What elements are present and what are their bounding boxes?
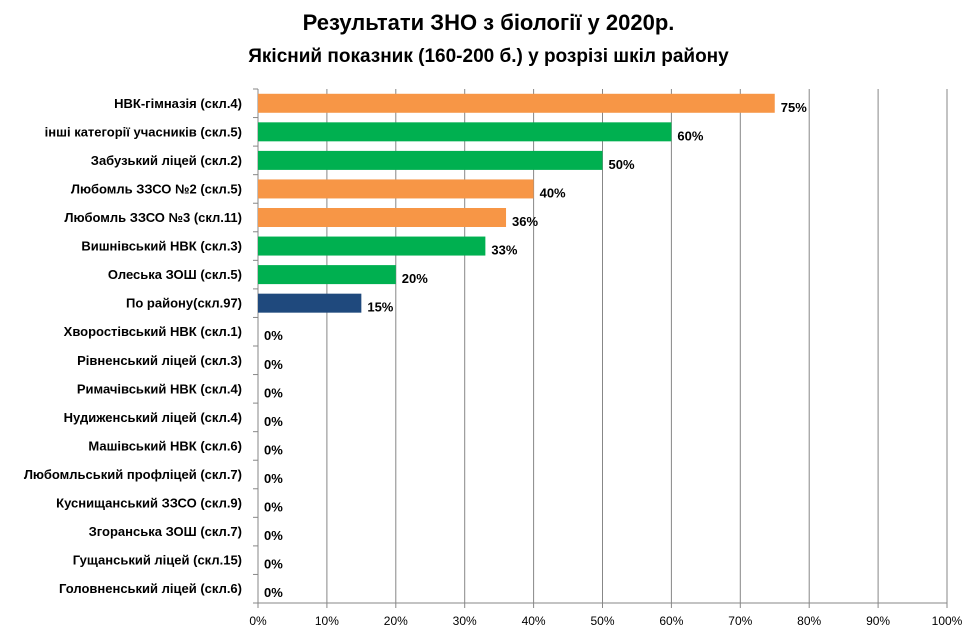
category-label: Куснищанський ЗЗСО (скл.9) xyxy=(56,496,242,511)
x-tick-label: 30% xyxy=(453,614,477,628)
category-label: Вишнівський НВК (скл.3) xyxy=(81,239,242,254)
category-label: Нудиженський ліцей (скл.4) xyxy=(64,410,242,425)
data-label: 0% xyxy=(264,585,283,600)
category-label: Згоранська ЗОШ (скл.7) xyxy=(89,524,242,539)
category-label: Хворостівський НВК (скл.1) xyxy=(64,324,242,339)
category-label: Любомль ЗЗСО №3 (скл.11) xyxy=(64,210,242,225)
category-label: НВК-гімназія (скл.4) xyxy=(114,96,242,111)
category-label: Любомль ЗЗСО №2 (скл.5) xyxy=(71,181,242,196)
category-label: Римачівський НВК (скл.4) xyxy=(77,381,242,396)
x-tick-label: 10% xyxy=(315,614,339,628)
bar xyxy=(258,150,603,170)
data-label: 0% xyxy=(264,385,283,400)
bar xyxy=(258,293,362,313)
category-label: По району(скл.97) xyxy=(126,296,242,311)
bar xyxy=(258,265,396,285)
bar xyxy=(258,93,775,113)
data-label: 0% xyxy=(264,328,283,343)
chart-title: Результати ЗНО з біології у 2020р. xyxy=(302,10,675,35)
data-label: 0% xyxy=(264,557,283,572)
chart-subtitle: Якісний показник (160-200 б.) у розрізі … xyxy=(248,46,729,67)
category-label: Олеська ЗОШ (скл.5) xyxy=(108,267,242,282)
data-label: 36% xyxy=(512,214,538,229)
x-tick-label: 40% xyxy=(522,614,546,628)
x-tick-label: 90% xyxy=(866,614,890,628)
x-tick-label: 20% xyxy=(384,614,408,628)
data-label: 0% xyxy=(264,528,283,543)
data-label: 60% xyxy=(677,128,703,143)
data-label: 33% xyxy=(491,243,517,258)
category-label: Гущанський ліцей (скл.15) xyxy=(73,553,242,568)
data-label: 0% xyxy=(264,442,283,457)
category-label: Головненський ліцей (скл.6) xyxy=(59,581,242,596)
bar xyxy=(258,208,507,227)
data-label: 50% xyxy=(609,157,635,172)
category-label: інші категорії учасників (скл.5) xyxy=(45,124,242,139)
data-label: 0% xyxy=(264,414,283,429)
data-label: 0% xyxy=(264,357,283,372)
bar xyxy=(258,236,486,256)
category-label: Забузький ліцей (скл.2) xyxy=(91,153,242,168)
x-tick-label: 60% xyxy=(659,614,683,628)
category-label: Машівський НВК (скл.6) xyxy=(88,438,242,453)
data-label: 15% xyxy=(367,300,393,315)
data-label: 20% xyxy=(402,271,428,286)
category-label: Рівненський ліцей (скл.3) xyxy=(77,353,242,368)
x-tick-label: 50% xyxy=(590,614,614,628)
data-label: 75% xyxy=(781,100,807,115)
category-label: Любомльський профліцей (скл.7) xyxy=(24,467,242,482)
data-label: 0% xyxy=(264,471,283,486)
bar xyxy=(258,122,672,142)
data-label: 0% xyxy=(264,500,283,515)
bar xyxy=(258,179,534,199)
x-tick-label: 0% xyxy=(249,614,267,628)
data-label: 40% xyxy=(540,185,566,200)
x-tick-label: 80% xyxy=(797,614,821,628)
x-tick-label: 70% xyxy=(728,614,752,628)
x-tick-label: 100% xyxy=(932,614,963,628)
